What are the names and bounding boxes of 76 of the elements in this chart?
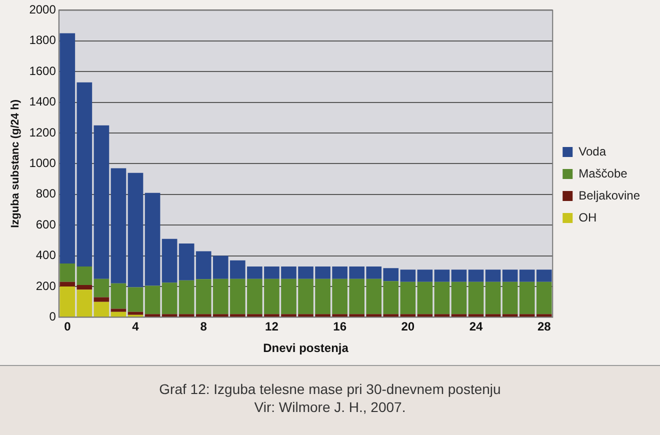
bar bbox=[76, 284, 92, 290]
bar bbox=[94, 278, 110, 298]
bar bbox=[76, 266, 92, 285]
bar bbox=[434, 270, 450, 282]
y-tick-label: 0 bbox=[49, 310, 56, 324]
bar bbox=[417, 282, 433, 314]
text: Graf 12: Izguba telesne mase pri 30-dnevnem postenju bbox=[158, 380, 502, 398]
y-tick-label: 200 bbox=[36, 278, 56, 293]
bar bbox=[451, 314, 467, 317]
bar bbox=[162, 238, 178, 283]
bar bbox=[144, 192, 160, 286]
bar bbox=[178, 244, 194, 280]
bar bbox=[144, 314, 160, 317]
legend-label: Maščobe bbox=[578, 166, 628, 180]
bar bbox=[400, 282, 416, 314]
bar bbox=[60, 286, 76, 317]
x-tick-label: 4 bbox=[132, 320, 140, 334]
bar bbox=[400, 314, 416, 317]
bar bbox=[434, 314, 450, 317]
bar bbox=[451, 282, 467, 314]
y-tick-label: 1000 bbox=[29, 156, 56, 170]
bar bbox=[485, 282, 501, 314]
legend-label: OH bbox=[578, 210, 597, 224]
bar bbox=[468, 270, 484, 282]
bar bbox=[110, 283, 126, 309]
bar bbox=[76, 290, 92, 317]
bar bbox=[178, 314, 194, 317]
y-tick-label: 2000 bbox=[29, 2, 56, 17]
bar bbox=[451, 270, 467, 282]
bar bbox=[162, 314, 178, 317]
y-tick-label: 400 bbox=[36, 248, 56, 262]
y-tick-label: 1600 bbox=[29, 64, 56, 78]
bar bbox=[110, 308, 126, 312]
bar bbox=[110, 312, 126, 317]
x-tick-label: 12 bbox=[265, 320, 279, 334]
y-tick-label: 800 bbox=[36, 186, 56, 201]
text: Vir: Wilmore J. H., 2007. bbox=[253, 398, 407, 416]
x-tick-label: 28 bbox=[537, 320, 552, 334]
bar bbox=[485, 270, 501, 282]
x-tick-label: 20 bbox=[401, 320, 415, 334]
bar bbox=[94, 302, 110, 317]
y-tick-label: 1800 bbox=[29, 33, 56, 48]
x-tick-label: 8 bbox=[200, 320, 208, 334]
bar bbox=[128, 287, 144, 312]
bar bbox=[502, 314, 518, 317]
bar bbox=[60, 282, 76, 286]
bar bbox=[94, 297, 110, 302]
bar bbox=[178, 280, 194, 314]
bar bbox=[417, 314, 433, 317]
x-axis-title: Dnevi postenja bbox=[263, 341, 349, 356]
bar bbox=[468, 314, 484, 317]
bar bbox=[76, 82, 92, 267]
bar bbox=[162, 282, 178, 314]
x-tick-label: 24 bbox=[469, 320, 484, 334]
bar bbox=[502, 270, 518, 282]
bar bbox=[485, 314, 501, 317]
bar bbox=[60, 33, 76, 264]
y-tick-label: 1200 bbox=[29, 125, 56, 140]
bar bbox=[128, 172, 144, 288]
bar bbox=[110, 168, 126, 284]
bar bbox=[502, 282, 518, 314]
bar bbox=[128, 312, 144, 315]
y-tick-label: 1400 bbox=[29, 94, 56, 109]
legend-label: Voda bbox=[578, 144, 606, 158]
bar bbox=[468, 282, 484, 314]
legend-label: Beljakovine bbox=[578, 188, 640, 202]
bar bbox=[144, 286, 160, 314]
bar bbox=[417, 270, 433, 282]
bar bbox=[434, 282, 450, 314]
bar bbox=[94, 125, 110, 279]
x-tick-label: 0 bbox=[64, 320, 72, 334]
y-tick-label: 600 bbox=[36, 217, 56, 232]
bar bbox=[60, 263, 76, 282]
y-axis-title: Izguba substanc (g/24 h) bbox=[10, 99, 22, 228]
bar bbox=[400, 270, 416, 282]
x-tick-label: 16 bbox=[333, 320, 347, 334]
